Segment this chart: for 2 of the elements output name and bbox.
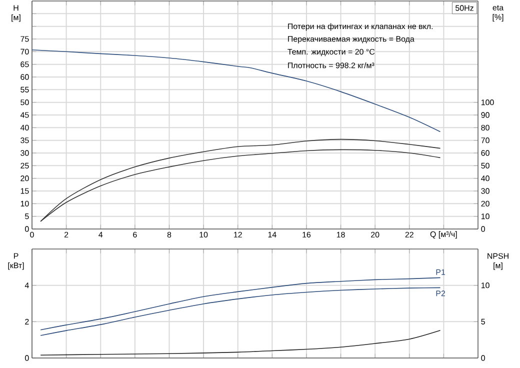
line-series bbox=[40, 330, 441, 356]
line-series bbox=[32, 49, 441, 132]
